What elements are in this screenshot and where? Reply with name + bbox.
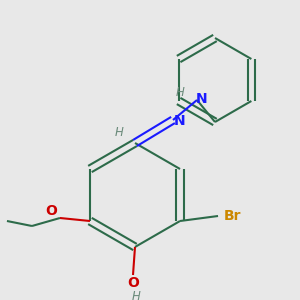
Text: Br: Br — [223, 209, 241, 223]
Text: H: H — [132, 290, 140, 300]
Text: N: N — [174, 114, 186, 128]
Text: H: H — [115, 127, 123, 140]
Text: O: O — [127, 276, 139, 290]
Text: N: N — [196, 92, 208, 106]
Text: H: H — [176, 85, 184, 98]
Text: O: O — [45, 204, 57, 218]
